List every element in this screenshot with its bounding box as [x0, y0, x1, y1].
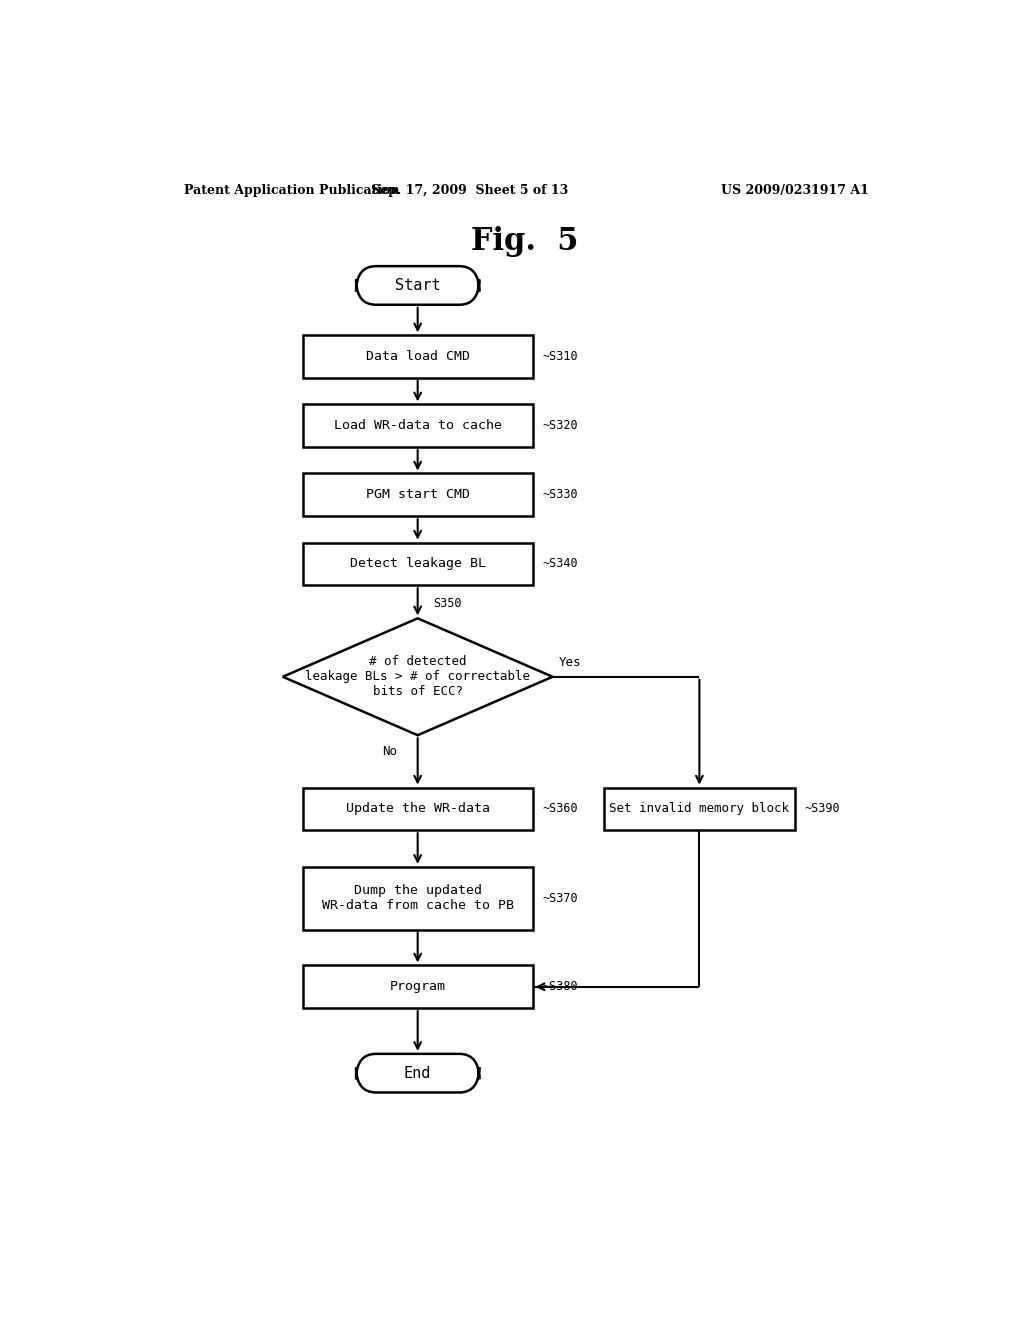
- FancyBboxPatch shape: [303, 404, 532, 447]
- Text: Load WR-data to cache: Load WR-data to cache: [334, 420, 502, 432]
- Text: ~S330: ~S330: [543, 488, 578, 502]
- Text: S350: S350: [433, 597, 462, 610]
- Text: Data load CMD: Data load CMD: [366, 350, 470, 363]
- Text: Start: Start: [395, 279, 440, 293]
- Text: ~S340: ~S340: [543, 557, 578, 570]
- FancyBboxPatch shape: [356, 267, 479, 305]
- Text: ~S370: ~S370: [543, 892, 578, 904]
- Text: ~S310: ~S310: [543, 350, 578, 363]
- Text: Update the WR-data: Update the WR-data: [346, 803, 489, 816]
- FancyBboxPatch shape: [303, 867, 532, 929]
- Text: Sep. 17, 2009  Sheet 5 of 13: Sep. 17, 2009 Sheet 5 of 13: [371, 185, 568, 198]
- Text: US 2009/0231917 A1: US 2009/0231917 A1: [721, 185, 868, 198]
- FancyBboxPatch shape: [303, 474, 532, 516]
- Text: Program: Program: [390, 981, 445, 993]
- FancyBboxPatch shape: [303, 543, 532, 585]
- Text: Yes: Yes: [559, 656, 582, 669]
- Text: No: No: [382, 746, 397, 759]
- FancyBboxPatch shape: [604, 788, 795, 830]
- FancyBboxPatch shape: [356, 1053, 479, 1093]
- Text: ~S320: ~S320: [543, 420, 578, 432]
- Polygon shape: [283, 618, 553, 735]
- Text: Detect leakage BL: Detect leakage BL: [349, 557, 485, 570]
- Text: # of detected
leakage BLs > # of correctable
bits of ECC?: # of detected leakage BLs > # of correct…: [305, 655, 530, 698]
- Text: ~S360: ~S360: [543, 803, 578, 816]
- Text: Set invalid memory block: Set invalid memory block: [609, 803, 790, 816]
- Text: Dump the updated
WR-data from cache to PB: Dump the updated WR-data from cache to P…: [322, 884, 514, 912]
- Text: PGM start CMD: PGM start CMD: [366, 488, 470, 502]
- Text: ~S390: ~S390: [804, 803, 840, 816]
- Text: ~S380: ~S380: [543, 981, 578, 993]
- FancyBboxPatch shape: [303, 965, 532, 1008]
- FancyBboxPatch shape: [303, 335, 532, 378]
- Text: Fig.  5: Fig. 5: [471, 226, 579, 257]
- FancyBboxPatch shape: [303, 788, 532, 830]
- Text: End: End: [404, 1065, 431, 1081]
- Text: Patent Application Publication: Patent Application Publication: [183, 185, 399, 198]
